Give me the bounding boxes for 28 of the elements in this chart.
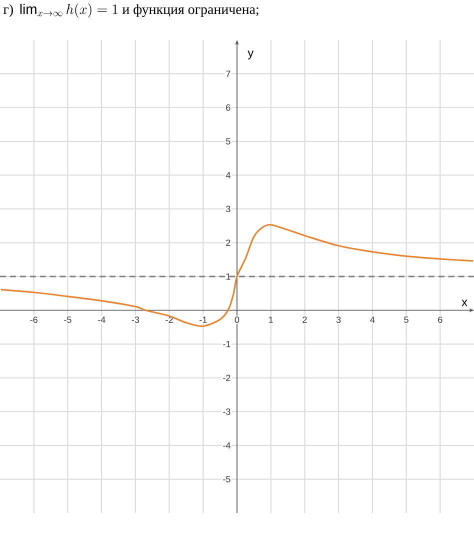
x-tick-label: 4 [370,316,375,323]
y-tick-label: 6 [226,104,230,111]
y-tick-label: -5 [223,476,230,482]
x-axis-title: x [462,300,468,306]
x-tick-label: 1 [269,316,273,323]
y-axis-title: y [248,50,254,60]
x-tick-label: -1 [200,316,207,323]
chart-title: $\text{г) }\lim_{x\to\infty} h(x) = 1\text{ и функция ограничена;}$ [3,3,258,18]
x-tick-label: -3 [132,316,140,323]
x-tick-label: -5 [64,316,72,323]
y-tick-label: -1 [223,340,230,348]
x-tick-label: 5 [404,316,408,323]
y-tick-label: 7 [226,70,230,77]
x-tick-label: -4 [98,316,106,323]
y-tick-label: -4 [223,442,230,449]
x-tick-label: 3 [336,316,341,323]
y-tick-label: 5 [226,138,230,144]
y-tick-label: -3 [223,408,230,415]
y-tick-label: -2 [223,374,230,381]
line-series [0,224,474,327]
y-tick-label: 2 [226,240,230,246]
y-tick-label: 3 [226,206,230,212]
y-tick-label: 4 [226,172,230,178]
y-tick-label: 1 [226,273,230,280]
x-tick-label: -6 [30,316,38,323]
x-tick-label: 0 [234,316,240,323]
x-tick-label: 6 [438,316,442,323]
x-tick-label: 2 [302,316,307,323]
